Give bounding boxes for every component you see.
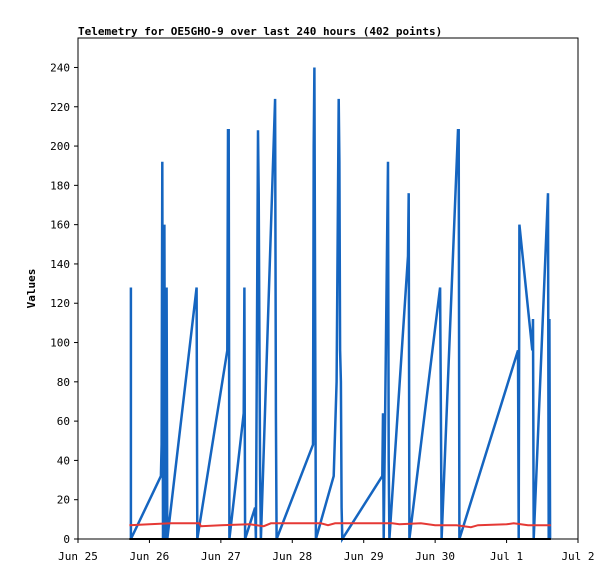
plot-area-frame xyxy=(77,37,579,540)
series-layer xyxy=(129,67,552,544)
y-tick-label: 160 xyxy=(50,219,70,232)
x-tick-label: Jun 27 xyxy=(201,550,241,563)
x-tick-label: Jun 29 xyxy=(344,550,384,563)
y-tick-label: 0 xyxy=(63,533,70,546)
y-tick-label: 220 xyxy=(50,101,70,114)
y-tick-label: 40 xyxy=(57,454,70,467)
chart-title: Telemetry for OE5GHO-9 over last 240 hou… xyxy=(78,25,442,38)
x-tick-label: Jul 2 xyxy=(561,550,594,563)
x-tick-label: Jun 28 xyxy=(272,550,312,563)
y-tick-label: 200 xyxy=(50,140,70,153)
x-tick-label: Jun 30 xyxy=(415,550,455,563)
y-tick-label: 140 xyxy=(50,258,70,271)
y-axis: 0 20 40 60 80 100 120 140 160 180 200 220 240 xyxy=(50,61,78,546)
series-line-1 xyxy=(129,67,552,544)
x-tick-label: Jun 26 xyxy=(130,550,170,563)
y-tick-label: 100 xyxy=(50,337,70,350)
y-axis-label: Values xyxy=(25,269,38,309)
x-axis: Jun 25 Jun 26 Jun 27 Jun 28 Jun 29 Jun 30 Jul … xyxy=(58,539,595,563)
y-tick-label: 20 xyxy=(57,494,70,507)
y-tick-label: 240 xyxy=(50,61,70,74)
x-tick-label: Jul 1 xyxy=(490,550,523,563)
x-tick-label: Jun 25 xyxy=(58,550,98,563)
series-line-2 xyxy=(129,522,551,529)
y-tick-label: 80 xyxy=(57,376,70,389)
y-tick-label: 180 xyxy=(50,179,70,192)
y-tick-label: 120 xyxy=(50,297,70,310)
y-tick-label: 60 xyxy=(57,415,70,428)
